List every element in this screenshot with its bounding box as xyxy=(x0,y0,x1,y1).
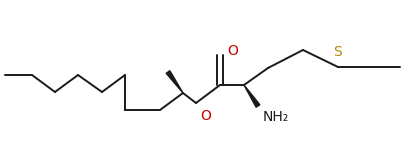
Text: S: S xyxy=(333,45,341,59)
Text: NH₂: NH₂ xyxy=(263,110,289,124)
Text: O: O xyxy=(200,109,211,123)
Text: O: O xyxy=(227,44,238,58)
Polygon shape xyxy=(166,71,183,93)
Polygon shape xyxy=(244,85,260,107)
